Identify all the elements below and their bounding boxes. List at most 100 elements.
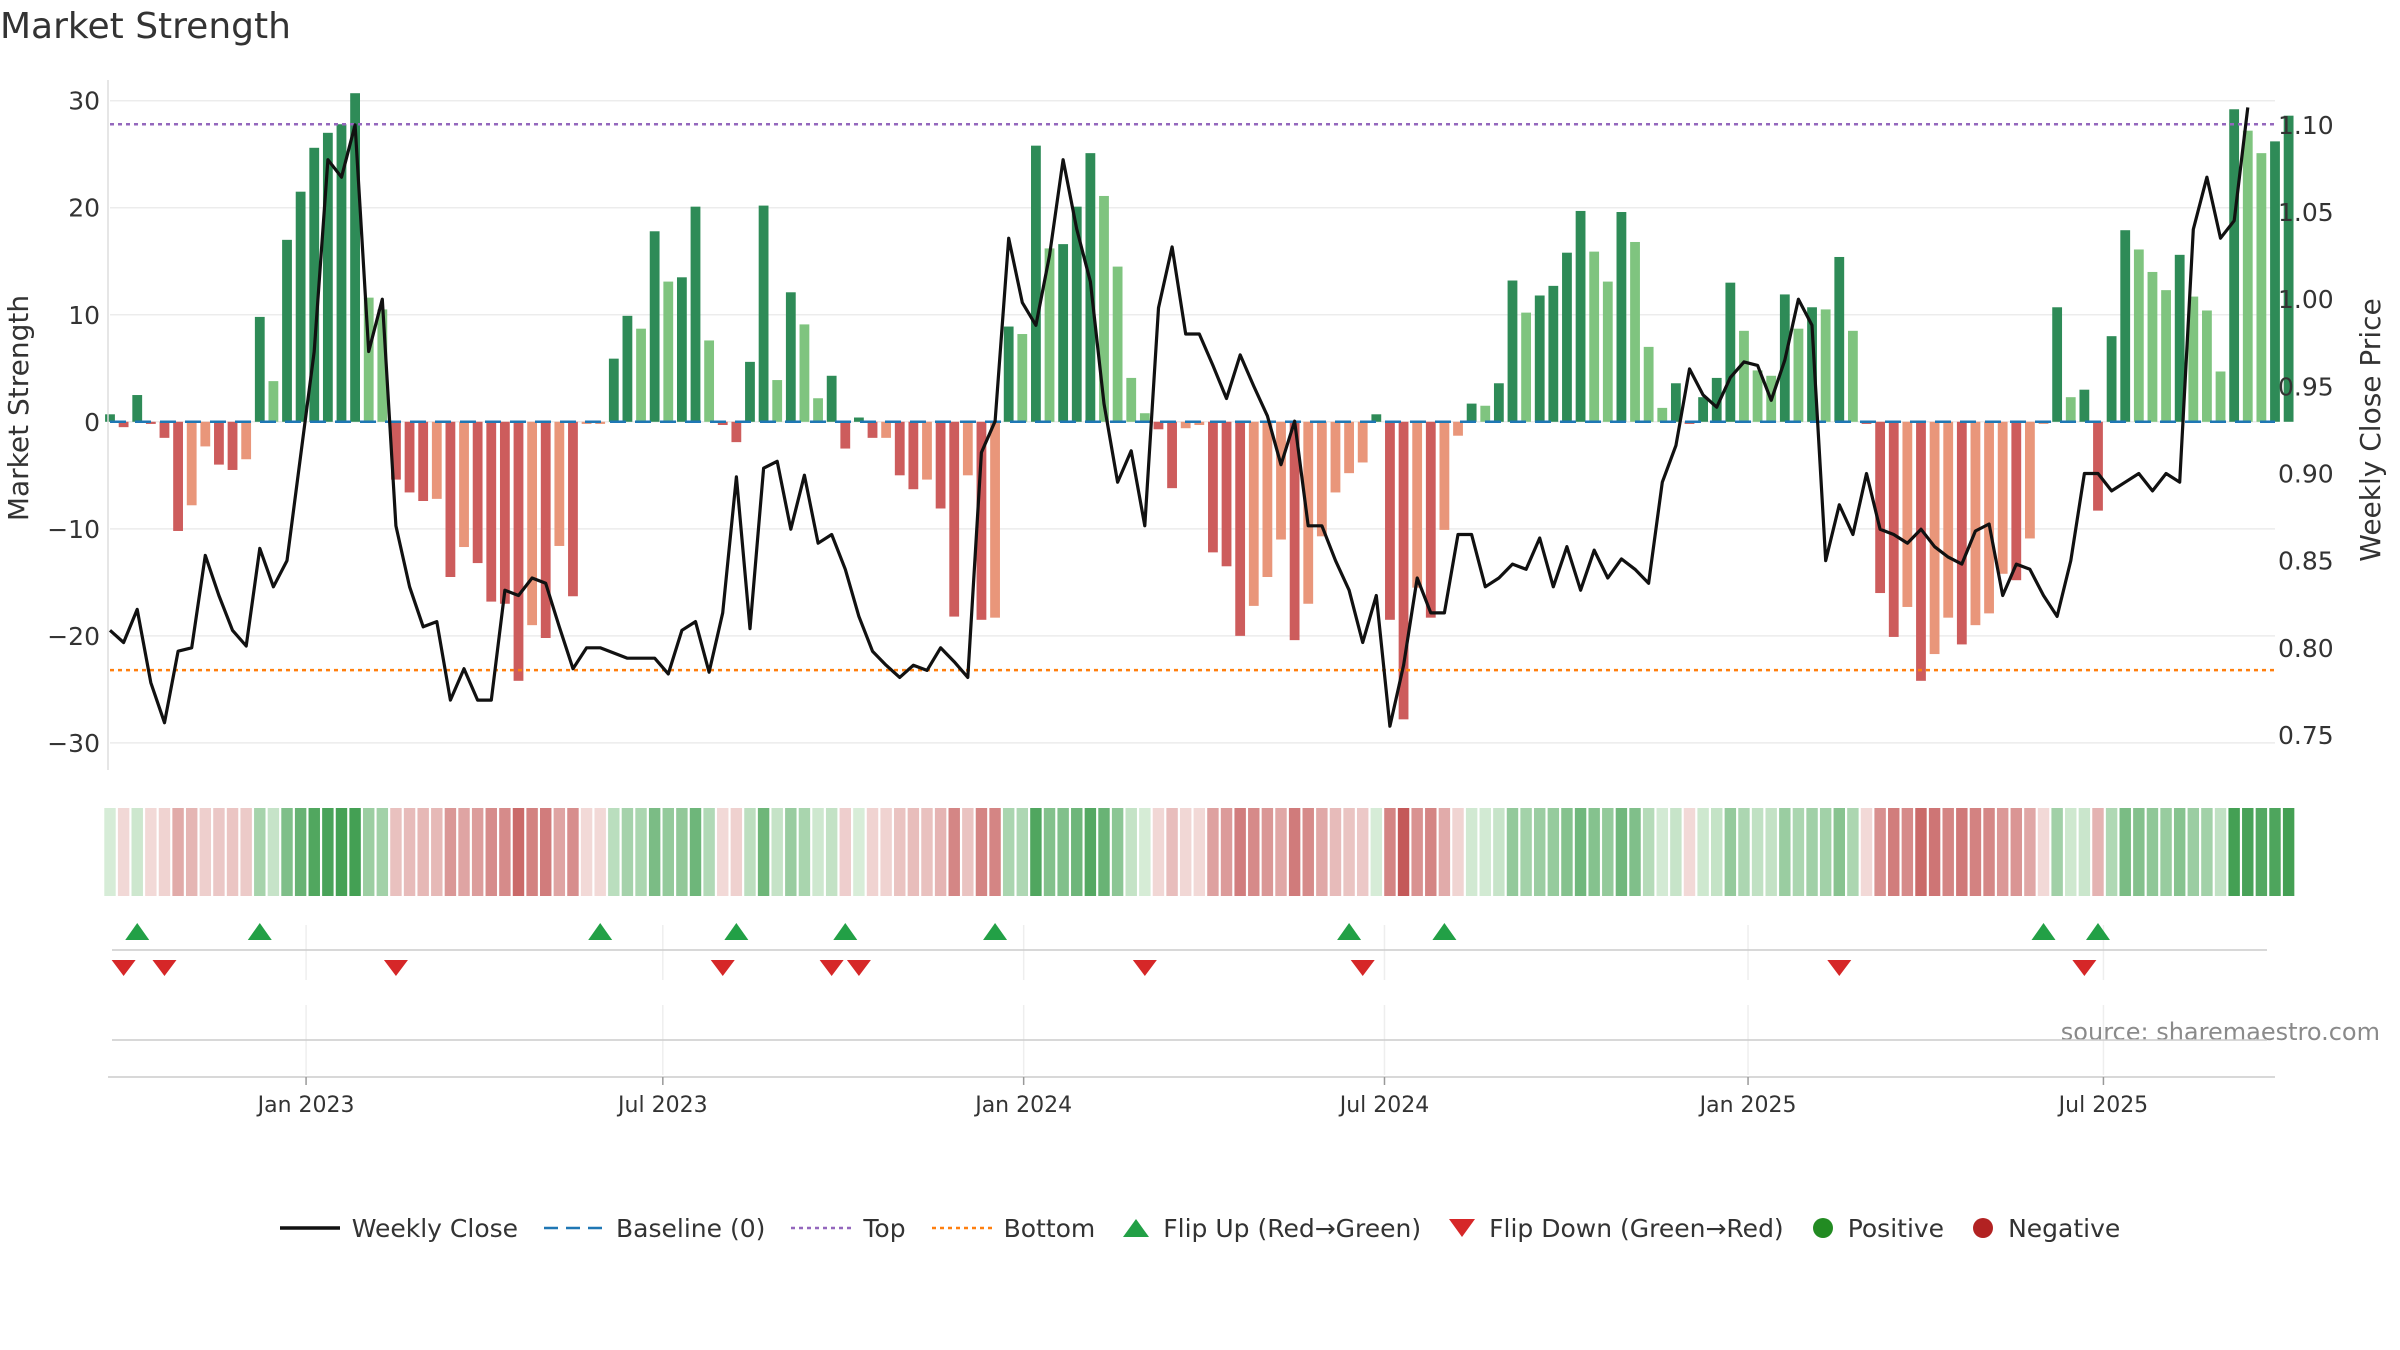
- strength-bar: [1017, 334, 1028, 422]
- heat-strip-cell: [226, 808, 239, 896]
- strength-bar: [949, 421, 960, 617]
- heat-strip-cell: [2105, 808, 2118, 896]
- heat-strip-cell: [1901, 808, 1914, 896]
- heat-strip-cell: [839, 808, 852, 896]
- strength-bar: [1807, 307, 1817, 422]
- heat-strip-cell: [1833, 808, 1845, 896]
- heat-strip-cell: [362, 808, 375, 896]
- circle-icon: [1973, 1218, 1994, 1238]
- legend-label: Positive: [1847, 1213, 1945, 1243]
- heat-strip-cell: [825, 808, 838, 896]
- legend-item-flip-up: Flip Up (Red→Green): [1121, 1214, 1421, 1243]
- dashed-line-swatch-icon: [544, 1226, 605, 1230]
- strength-bar: [431, 421, 442, 499]
- strength-bar: [2079, 389, 2090, 422]
- heat-strip-cell: [1125, 808, 1137, 896]
- heat-strip-cell: [1452, 808, 1464, 896]
- heat-strip-cell: [185, 808, 198, 896]
- heat-strip-cell: [471, 808, 484, 896]
- heat-strip-cell: [2242, 808, 2254, 896]
- heat-strip-cell: [485, 808, 497, 896]
- heat-strip-cell: [499, 808, 511, 896]
- heat-strip-cell: [1765, 808, 1777, 896]
- heat-strip-cell: [2010, 808, 2023, 896]
- heat-strip-cell: [1329, 808, 1342, 896]
- heat-strip-cell: [907, 808, 920, 896]
- heat-strip-cell: [2228, 808, 2240, 896]
- flip-up-marker: [247, 923, 272, 940]
- heat-strip-cell: [1792, 808, 1805, 896]
- strength-bar: [704, 340, 715, 422]
- heat-strip-cell: [2255, 808, 2268, 896]
- strength-bar: [295, 191, 306, 422]
- heat-strip-cell: [1425, 808, 1437, 896]
- strength-bar: [132, 395, 143, 422]
- flip-up-marker: [1432, 923, 1457, 940]
- heat-strip-cell: [689, 808, 702, 896]
- y-tick-label: −10: [47, 515, 100, 544]
- heat-strip-cell: [158, 808, 171, 896]
- heat-strip-cell: [1384, 808, 1396, 896]
- heat-strip-cell: [431, 808, 443, 896]
- heat-strip-cell: [1860, 808, 1873, 896]
- heat-strip-cell: [1220, 808, 1233, 896]
- strength-bar: [990, 421, 1000, 618]
- heat-strip-cell: [962, 808, 974, 896]
- heat-strip-cell: [730, 808, 743, 896]
- y2-tick-label: 0.85: [2278, 547, 2334, 576]
- heat-strip-cell: [1071, 808, 1083, 896]
- x-tick-label: Jul 2025: [2057, 1093, 2149, 1118]
- legend-item-negative: Negative: [1970, 1214, 2120, 1243]
- heat-strip-cell: [294, 808, 307, 896]
- strength-bar: [1929, 421, 1940, 655]
- y2-axis-label: Weekly Close Price: [2354, 298, 2387, 561]
- heat-strip-cell: [1207, 808, 1219, 896]
- strength-bar: [1453, 421, 1463, 436]
- strength-bar: [840, 421, 851, 449]
- heat-strip-cell: [2065, 808, 2077, 896]
- strength-bar: [731, 421, 742, 443]
- strength-bar: [1276, 421, 1286, 540]
- strength-bar: [826, 375, 837, 422]
- heat-strip-cell: [458, 808, 470, 896]
- strength-bar: [1562, 252, 1572, 422]
- strength-bar: [1752, 370, 1763, 422]
- flip-up-marker: [125, 923, 150, 940]
- x-tick-label: Jan 2023: [256, 1093, 355, 1118]
- strength-bar: [1208, 421, 1218, 553]
- strength-bar: [799, 324, 810, 422]
- heat-strip-cell: [621, 808, 634, 896]
- heat-strip-cell: [2201, 808, 2213, 896]
- strength-bar: [758, 205, 769, 422]
- heat-strip-cell: [2269, 808, 2281, 896]
- strength-bar: [214, 421, 224, 465]
- heat-strip-cell: [662, 808, 674, 896]
- strength-bar: [118, 421, 129, 428]
- strength-bar: [472, 421, 483, 564]
- heat-strip-cell: [1479, 808, 1491, 896]
- flip-up-marker: [724, 923, 749, 940]
- heat-strip-cell: [308, 808, 320, 896]
- heat-strip-cell: [2187, 808, 2200, 896]
- strength-bar: [1943, 421, 1954, 618]
- strength-bar: [1371, 414, 1382, 422]
- strength-bar: [608, 358, 619, 422]
- strength-bar: [268, 381, 279, 422]
- strength-bar: [962, 421, 973, 476]
- strength-bar: [745, 361, 755, 422]
- strength-bar: [391, 421, 401, 480]
- strength-bar: [1521, 312, 1532, 422]
- strength-bar: [1793, 328, 1804, 422]
- heat-strip-cell: [1002, 808, 1015, 896]
- heat-strip-cell: [199, 808, 212, 896]
- strength-bar: [105, 414, 115, 422]
- heat-strip-cell: [1438, 808, 1451, 896]
- strength-bar: [690, 206, 701, 422]
- circle-icon: [1812, 1218, 1833, 1238]
- strength-bar: [2065, 397, 2076, 422]
- legend-item-bottom: Bottom: [931, 1214, 1095, 1243]
- heat-strip-cell: [444, 808, 457, 896]
- strength-bar: [527, 421, 538, 626]
- strength-bar: [377, 309, 388, 422]
- strength-bar: [2229, 109, 2240, 422]
